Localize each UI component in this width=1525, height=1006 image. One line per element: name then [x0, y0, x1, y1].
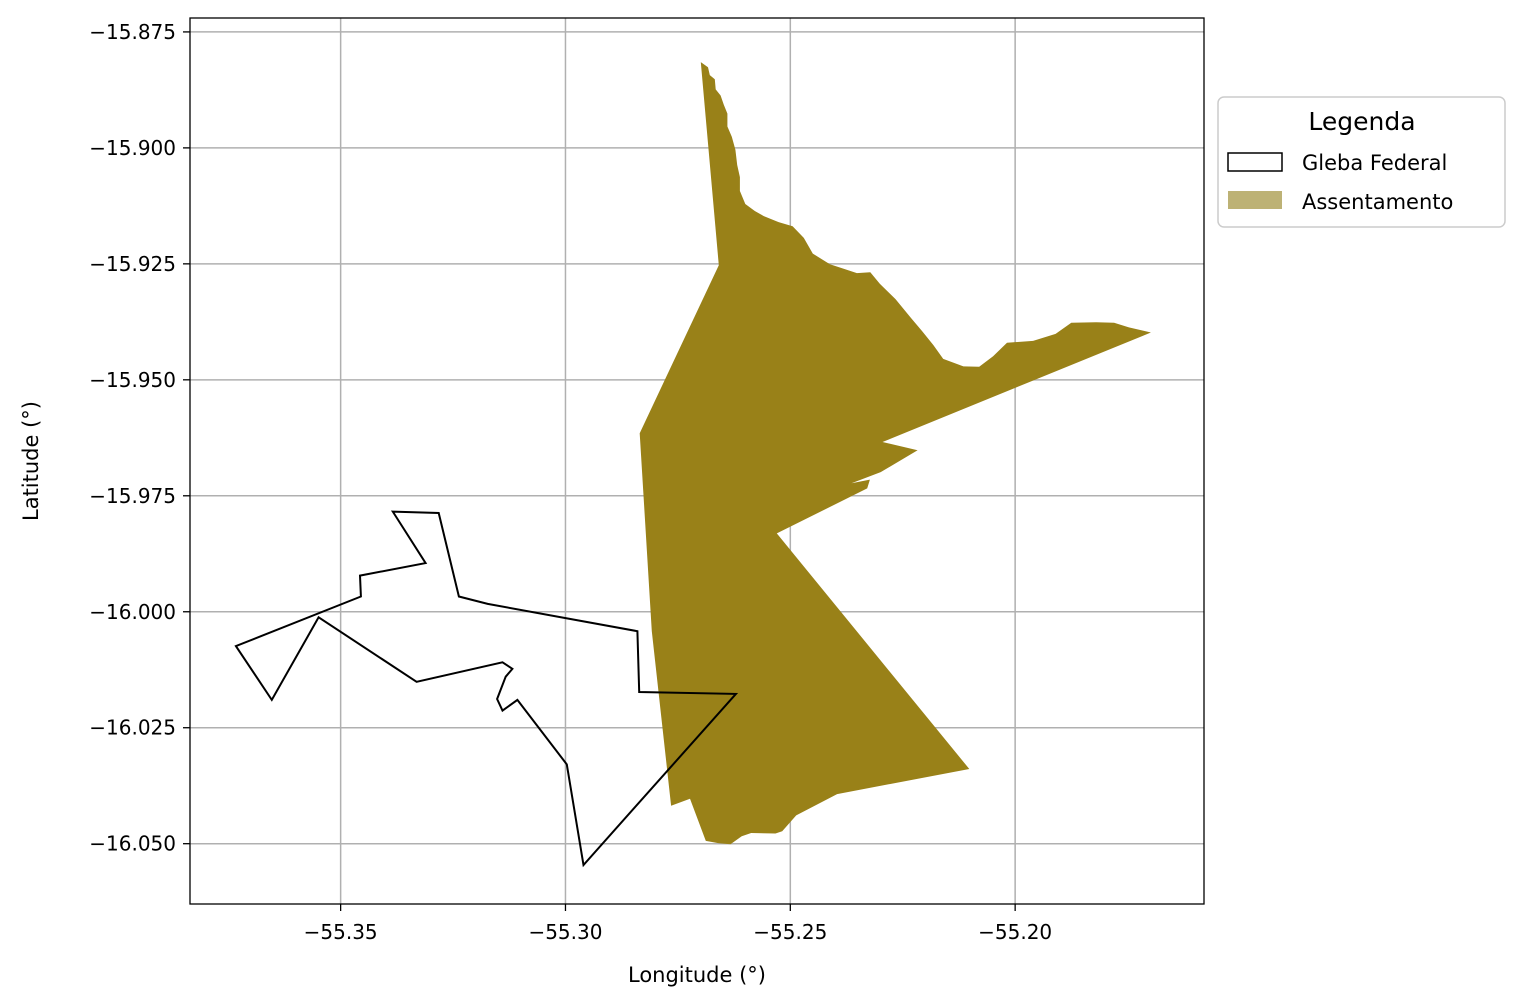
y-tick-label: −15.900 [89, 136, 176, 160]
x-tick-label: −55.30 [528, 920, 602, 944]
y-tick-label: −15.925 [89, 252, 176, 276]
map-layers [234, 62, 1151, 868]
legend-label-gleba-federal: Gleba Federal [1302, 151, 1447, 175]
legend-swatch-assentamento [1228, 191, 1282, 209]
y-tick-label: −15.875 [89, 20, 176, 44]
y-tick-label: −16.050 [89, 832, 176, 856]
axis-ticks: −55.35 −55.30 −55.25 −55.20 −15.875 −15.900 −1… [89, 20, 1052, 944]
y-tick-label: −15.975 [89, 484, 176, 508]
legend-swatch-gleba-federal [1227, 152, 1283, 172]
legend-box [1217, 96, 1506, 228]
legend: Legenda Gleba Federal Assentamento [1217, 96, 1506, 228]
assentamento-polygon [639, 62, 1151, 845]
legend-title: Legenda [1308, 107, 1415, 136]
legend-label-assentamento: Assentamento [1302, 190, 1453, 214]
y-axis-label: Latitude (°) [19, 401, 43, 521]
x-axis-label: Longitude (°) [628, 963, 766, 987]
y-tick-label: −16.000 [89, 600, 176, 624]
x-tick-label: −55.35 [304, 920, 378, 944]
x-tick-label: −55.20 [978, 920, 1052, 944]
x-tick-label: −55.25 [753, 920, 827, 944]
gleba-federal-polygon [234, 510, 739, 868]
y-tick-label: −15.950 [89, 368, 176, 392]
plot-frame [189, 17, 1205, 905]
y-tick-label: −16.025 [89, 716, 176, 740]
